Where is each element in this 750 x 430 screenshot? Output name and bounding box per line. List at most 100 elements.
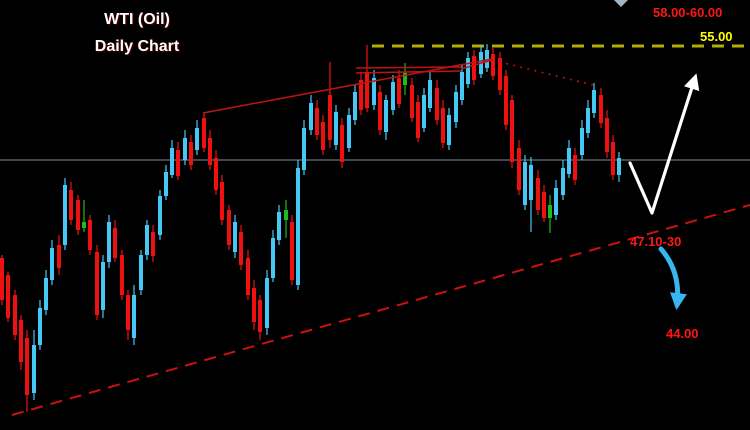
candle: [485, 44, 489, 72]
candle: [523, 155, 527, 210]
candle: [435, 80, 439, 125]
candle: [422, 88, 426, 132]
candle: [529, 157, 533, 232]
candle: [391, 75, 395, 115]
candle: [252, 280, 256, 330]
candle: [441, 100, 445, 148]
candle: [428, 72, 432, 112]
candle: [472, 50, 476, 85]
candle: [183, 130, 187, 165]
candle: [561, 160, 565, 200]
candle: [164, 165, 168, 200]
candle: [195, 120, 199, 155]
candle: [170, 140, 174, 178]
candle: [403, 63, 407, 95]
candle: [76, 195, 80, 235]
candle: [139, 250, 143, 295]
candle: [302, 120, 306, 175]
candle: [0, 255, 4, 305]
candle: [132, 285, 136, 345]
candle: [151, 225, 155, 262]
candle: [454, 85, 458, 128]
chart-title: WTI (Oil) Daily Chart: [52, 6, 222, 60]
candle: [82, 200, 86, 232]
candle: [536, 170, 540, 215]
candle: [334, 105, 338, 150]
candle: [359, 72, 363, 115]
candle: [69, 182, 73, 225]
candle: [19, 315, 23, 370]
chart-title-timeframe: Daily Chart: [94, 38, 180, 55]
levels-layer: [0, 44, 750, 161]
candle: [599, 88, 603, 128]
candle: [271, 230, 275, 282]
candle: [542, 185, 546, 222]
bearish-breakdown-arrow: [658, 246, 687, 311]
candle: [32, 330, 36, 400]
candle: [239, 225, 243, 270]
candle: [384, 95, 388, 140]
candle: [246, 250, 250, 300]
candle: [617, 152, 621, 182]
candle: [321, 115, 325, 155]
candle: [611, 135, 615, 180]
arrows-layer: [614, 0, 700, 311]
candle: [554, 180, 558, 220]
range-top-connector: [460, 59, 493, 70]
level-55-label: 55.00: [700, 29, 733, 44]
candle: [38, 300, 42, 350]
candle: [347, 108, 351, 152]
candle: [107, 215, 111, 268]
candle: [573, 148, 577, 185]
candle: [548, 195, 552, 233]
candle: [101, 255, 105, 318]
candle: [233, 215, 237, 258]
candle: [290, 215, 294, 285]
candle: [202, 112, 206, 152]
candle: [378, 85, 382, 135]
rising-support-trendline: [11, 204, 750, 416]
candle: [567, 140, 571, 178]
candle: [284, 200, 288, 238]
bullish-projection-arrow: [628, 73, 700, 215]
candle: [25, 330, 29, 412]
candle: [220, 175, 224, 225]
candles-layer: [0, 44, 621, 412]
candle: [176, 142, 180, 180]
swing-high-trendline: [202, 58, 493, 114]
top-edge-marker: [614, 0, 628, 7]
candle: [605, 110, 609, 158]
candle: [309, 95, 313, 135]
range-top-line-upper: [355, 66, 462, 69]
support-zone-label: 47.10-30: [630, 234, 682, 249]
candle: [277, 205, 281, 245]
candle: [586, 100, 590, 138]
candle: [214, 150, 218, 195]
candle: [227, 205, 231, 250]
candle: [13, 290, 17, 340]
candle: [447, 108, 451, 150]
chart-title-instrument: WTI (Oil): [104, 11, 170, 28]
candle: [126, 290, 130, 340]
candle: [120, 250, 124, 300]
candle: [6, 272, 10, 322]
candle: [372, 70, 376, 110]
candle: [365, 45, 369, 112]
candle: [460, 65, 464, 105]
candle: [57, 235, 61, 275]
candle: [63, 178, 67, 250]
candle: [44, 270, 48, 315]
resistance-zone-label: 58.00-60.00: [653, 5, 723, 20]
range-top-line-lower: [355, 70, 462, 74]
candle: [510, 95, 514, 168]
candle: [265, 270, 269, 335]
candle: [88, 215, 92, 255]
candle: [145, 220, 149, 260]
candle: [504, 70, 508, 130]
candle: [158, 190, 162, 240]
trendlines-layer: [11, 58, 750, 416]
candle: [50, 240, 54, 285]
candle: [498, 52, 502, 95]
